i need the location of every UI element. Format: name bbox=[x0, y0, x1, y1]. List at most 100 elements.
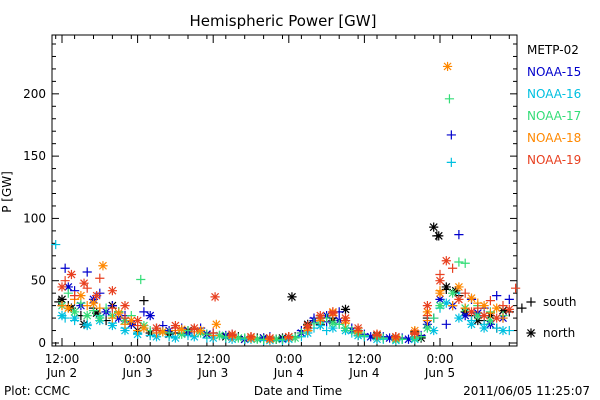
data-point-north bbox=[76, 291, 86, 301]
data-point-north bbox=[98, 261, 108, 271]
x-tick-label-date: Jun 4 bbox=[273, 366, 304, 380]
data-point-south bbox=[70, 291, 80, 301]
data-point-south bbox=[473, 303, 483, 313]
data-point-south bbox=[441, 319, 451, 329]
data-points bbox=[51, 61, 527, 346]
data-point-south bbox=[454, 230, 464, 240]
data-point-north bbox=[82, 310, 92, 321]
data-point-north bbox=[114, 308, 124, 318]
plot-source: Plot: CCMC bbox=[4, 384, 70, 398]
data-point-north bbox=[107, 286, 117, 296]
data-point-south bbox=[454, 257, 464, 267]
data-point-north bbox=[252, 334, 262, 344]
y-tick-label: 200 bbox=[23, 87, 46, 101]
data-point-south bbox=[492, 323, 502, 333]
data-point-south bbox=[107, 303, 117, 313]
data-point-north bbox=[434, 231, 444, 241]
data-point-north bbox=[114, 313, 124, 323]
data-point-north bbox=[479, 301, 489, 311]
data-point-south bbox=[498, 301, 508, 311]
data-point-north bbox=[92, 291, 102, 301]
legend-item-noaa-17: NOAA-17 bbox=[527, 109, 581, 123]
legend-item-metp-02: METP-02 bbox=[527, 43, 579, 57]
data-point-north bbox=[265, 333, 275, 343]
marker-legend-item-north: north bbox=[526, 326, 575, 340]
data-point-north bbox=[454, 282, 464, 292]
data-point-north bbox=[429, 222, 439, 232]
data-point-north bbox=[66, 269, 77, 280]
data-point-south bbox=[446, 157, 456, 167]
data-point-south bbox=[460, 303, 470, 313]
data-point-north bbox=[57, 294, 67, 304]
data-point-north bbox=[448, 288, 458, 298]
data-point-north bbox=[177, 324, 187, 334]
data-point-north bbox=[340, 313, 351, 323]
data-point-north bbox=[441, 256, 451, 266]
data-point-north bbox=[63, 282, 73, 292]
data-point-north bbox=[340, 323, 351, 333]
data-point-north bbox=[92, 308, 102, 318]
data-point-south bbox=[416, 332, 426, 342]
data-point-south bbox=[485, 296, 495, 306]
data-point-north bbox=[271, 334, 281, 344]
data-point-south bbox=[460, 258, 470, 268]
data-point-north bbox=[82, 320, 92, 331]
data-point-south bbox=[136, 274, 146, 285]
chart-title: Hemispheric Power [GW] bbox=[190, 12, 377, 30]
legend-item-noaa-18: NOAA-18 bbox=[527, 131, 581, 145]
data-point-north bbox=[120, 325, 130, 336]
data-point-north bbox=[57, 310, 67, 321]
data-point-south bbox=[334, 319, 344, 329]
data-point-north bbox=[492, 303, 502, 313]
data-point-south bbox=[504, 294, 514, 304]
data-point-south bbox=[60, 263, 70, 273]
data-point-north bbox=[227, 329, 237, 339]
x-tick-label-time: 0:00 bbox=[275, 352, 302, 366]
data-point-south bbox=[309, 318, 319, 328]
data-point-south bbox=[82, 301, 92, 311]
data-point-south bbox=[139, 296, 149, 306]
y-axis-label: P [GW] bbox=[0, 171, 14, 213]
data-point-north bbox=[410, 328, 420, 338]
data-point-north bbox=[287, 292, 297, 302]
data-point-south bbox=[444, 94, 455, 104]
data-point-north bbox=[435, 276, 445, 286]
data-point-north bbox=[145, 310, 155, 321]
data-point-south bbox=[107, 313, 117, 323]
legend-item-noaa-19: NOAA-19 bbox=[527, 153, 581, 167]
data-point-north bbox=[70, 307, 80, 317]
data-point-north bbox=[246, 332, 256, 342]
data-point-south bbox=[517, 303, 527, 313]
x-axis-label: Date and Time bbox=[254, 384, 342, 398]
data-point-north bbox=[466, 319, 477, 329]
data-point-north bbox=[189, 323, 199, 333]
data-point-south bbox=[429, 313, 439, 323]
data-point-north bbox=[170, 333, 180, 343]
data-point-south bbox=[460, 288, 470, 298]
data-point-north bbox=[214, 330, 225, 341]
y-tick-label: 100 bbox=[23, 211, 46, 225]
data-point-south bbox=[492, 291, 502, 301]
data-point-north bbox=[504, 304, 514, 314]
data-point-north bbox=[441, 298, 451, 308]
y-tick-label: 50 bbox=[31, 274, 46, 288]
x-tick-label-time: 12:00 bbox=[196, 352, 231, 366]
data-point-south bbox=[82, 267, 92, 277]
data-point-south bbox=[95, 273, 105, 283]
data-point-north bbox=[460, 310, 470, 321]
data-point-north bbox=[435, 301, 445, 311]
data-point-south bbox=[139, 307, 149, 317]
series-legend: METP-02 NOAA-15 NOAA-16 NOAA-17 NOAA-18 NOAA-… bbox=[527, 43, 581, 167]
x-tick-label-time: 0:00 bbox=[124, 352, 151, 366]
data-point-north bbox=[366, 332, 376, 342]
data-point-north bbox=[466, 307, 477, 317]
data-point-north bbox=[435, 288, 445, 298]
data-point-south bbox=[448, 301, 458, 311]
x-tick-label-date: Jun 3 bbox=[197, 366, 228, 380]
data-point-south bbox=[63, 288, 73, 298]
data-point-north bbox=[233, 333, 243, 343]
data-point-south bbox=[57, 301, 67, 311]
data-point-north bbox=[403, 334, 414, 344]
